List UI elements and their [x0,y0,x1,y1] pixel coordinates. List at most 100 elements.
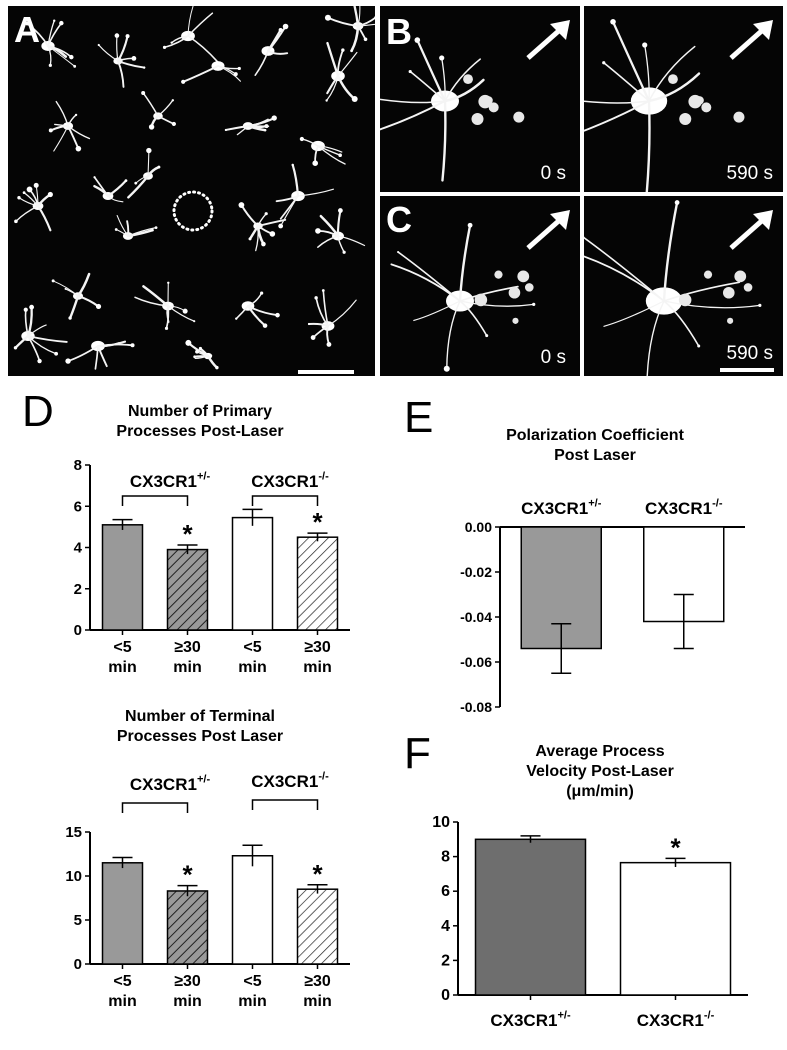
microglia-cell [127,147,161,199]
process-tip [22,191,26,195]
process-tip [532,302,536,306]
process-tip [142,66,146,69]
microglia-cell [13,304,68,364]
process-tip [278,223,284,229]
process-tip [157,165,161,169]
chart-e-title-line2: Post Laser [554,447,636,464]
process-tip [264,212,268,216]
process-tip [198,346,203,351]
process-tip [93,176,96,179]
process-tip [124,179,128,182]
process-tip [262,323,268,328]
bar [166,548,209,631]
cell-process [127,174,150,199]
arrow-shaft [526,26,564,60]
y-tick-label: 8 [74,457,82,474]
bar [231,855,274,965]
process-tip [351,96,358,103]
cell-process [603,300,665,327]
chart-f-title: Average Process Velocity Post-Laser (μm/… [500,742,700,802]
cell-process [187,35,220,64]
process-tip [282,23,289,30]
y-tick-label: 4 [441,918,450,935]
y-tick-label: 0 [74,956,82,973]
process-tip [181,79,186,84]
cell-process [187,341,210,358]
x-tick-label: min [238,659,266,676]
significance-star: * [182,519,193,549]
cell-process [142,92,159,117]
bar [101,862,144,965]
bar [619,861,732,996]
cell-process [255,225,259,252]
process-tip [114,33,120,38]
cell-process [357,6,361,27]
laser-ablation-circle [172,190,214,232]
group-label: CX3CR1-/- [251,770,329,791]
cell-process [413,300,461,322]
cell-process [444,58,481,102]
chart-e-title: Polarization Coefficient Post Laser [470,426,720,466]
process-tip [325,99,328,102]
microglia-cell [584,200,762,376]
panel-letter-a: A [14,9,40,50]
process-tip [310,335,316,340]
y-tick-label: -0.04 [460,609,492,625]
process-tip [195,349,199,354]
cell-process [353,6,360,28]
chart-f-title-line1: Average Process [535,743,665,760]
cell-process [267,50,289,55]
cell-process [446,300,461,370]
direction-arrow-icon [526,20,570,60]
process-blob [668,74,678,85]
x-tick-label: CX3CR1-/- [645,497,723,518]
cell-process [662,201,679,303]
process-tip [154,226,158,230]
process-tip [397,251,400,254]
process-tip [271,115,277,121]
process-blob [733,111,745,123]
cell-process [53,125,69,152]
cell-process [235,305,249,320]
x-tick-label: ≥30 [304,639,331,656]
chart-e-title-line1: Polarization Coefficient [506,427,684,444]
cell-process [68,294,80,320]
microglia-cell [299,136,346,167]
y-tick-label: 2 [441,952,450,969]
cell-process [182,65,219,83]
bar [166,890,209,965]
x-tick-label: min [303,659,331,676]
microglia-cell [584,19,701,192]
microglia-cell-image [380,20,570,182]
process-tip [312,160,319,167]
process-tip [342,250,346,254]
cell-process [380,98,446,104]
cell-process [67,345,99,362]
cell-process [390,263,461,302]
cell-process [350,24,360,53]
cell-process [380,100,446,131]
process-tip [467,222,473,228]
process-tip [37,358,42,364]
chart-d1-title: Number of Primary Processes Post-Laser [90,402,310,442]
arrow-head [753,210,773,230]
panel-c-after-image: 590 s [584,196,783,376]
process-tip [170,41,173,44]
process-tip [485,334,489,338]
cell-process [27,335,41,362]
cell-process [97,342,120,348]
cell-process [646,300,665,376]
process-tip [25,21,29,26]
process-tip [224,128,227,132]
y-tick-label: -0.06 [460,654,492,670]
y-tick-label: 10 [65,868,82,885]
panel-a-image: A [8,6,375,376]
process-tip [275,312,280,318]
cell-process [126,220,130,237]
microglia-cell [141,90,176,130]
process-tip [326,342,332,347]
chart-d2-title: Number of Terminal Processes Post Laser [90,707,310,747]
x-tick-label: ≥30 [304,973,331,990]
microglia-cell [14,182,53,232]
